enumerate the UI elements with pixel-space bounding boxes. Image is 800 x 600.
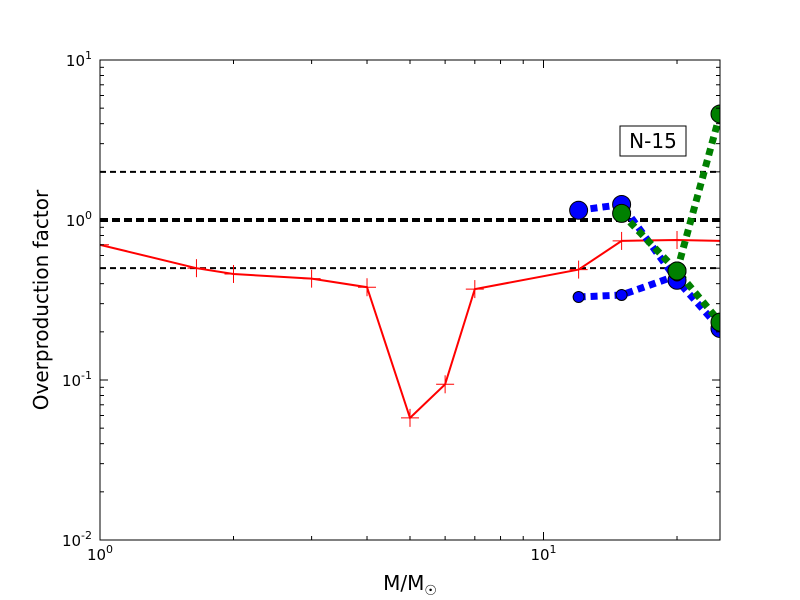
tick-label: 100 xyxy=(87,543,113,564)
series-line xyxy=(100,238,720,420)
data-point xyxy=(302,269,321,288)
tick-label: 10-1 xyxy=(62,369,92,390)
data-point xyxy=(358,278,377,297)
tick-label: 101 xyxy=(66,49,92,70)
data-point xyxy=(668,230,687,249)
series-line xyxy=(578,272,679,301)
tick-label: 100 xyxy=(66,209,92,230)
data-point xyxy=(711,231,720,250)
data-point xyxy=(401,408,419,427)
data-point xyxy=(572,291,585,304)
annotation-label: N-15 xyxy=(629,129,677,153)
annotation-box: N-15 xyxy=(619,125,687,157)
data-point xyxy=(569,200,589,220)
data-point xyxy=(465,280,484,299)
data-point xyxy=(100,235,109,254)
x-axis-label: M/M☉ xyxy=(383,571,437,599)
series-line xyxy=(673,113,720,272)
x-axis-label-main: M/M xyxy=(383,571,424,595)
tick-label: 101 xyxy=(530,543,556,564)
tick-label: 10-2 xyxy=(62,529,92,550)
axis-ticks: 100 101 10-2 10-1 100 101 xyxy=(62,49,720,564)
data-point xyxy=(710,104,720,124)
data-point xyxy=(615,288,628,301)
data-point xyxy=(224,264,243,283)
series-line xyxy=(619,210,720,325)
data-point xyxy=(436,375,455,394)
data-point xyxy=(569,260,588,279)
series-layer xyxy=(100,104,720,427)
x-axis-label-sub: ☉ xyxy=(424,583,437,599)
data-point xyxy=(612,203,632,223)
annotation-frame xyxy=(619,125,687,157)
data-point xyxy=(187,259,206,278)
plot-area xyxy=(100,60,720,540)
y-axis-label: Overproduction factor xyxy=(29,189,53,410)
data-point xyxy=(612,231,631,250)
data-point xyxy=(710,312,720,332)
data-point xyxy=(667,261,687,281)
